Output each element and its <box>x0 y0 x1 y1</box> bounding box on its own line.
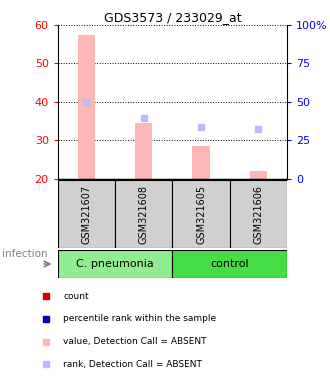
Bar <box>230 180 287 248</box>
Text: value, Detection Call = ABSENT: value, Detection Call = ABSENT <box>63 337 207 346</box>
Text: GSM321605: GSM321605 <box>196 185 206 243</box>
Bar <box>78 35 95 179</box>
Text: GSM321607: GSM321607 <box>82 185 91 243</box>
Bar <box>250 171 267 179</box>
Text: infection: infection <box>2 249 47 260</box>
Text: C. pneumonia: C. pneumonia <box>76 259 154 269</box>
Title: GDS3573 / 233029_at: GDS3573 / 233029_at <box>104 11 241 24</box>
Bar <box>173 180 230 248</box>
Text: percentile rank within the sample: percentile rank within the sample <box>63 314 216 323</box>
Text: control: control <box>211 259 249 269</box>
Bar <box>135 123 152 179</box>
Text: count: count <box>63 292 89 301</box>
Bar <box>192 146 210 179</box>
Text: rank, Detection Call = ABSENT: rank, Detection Call = ABSENT <box>63 360 202 369</box>
Bar <box>58 250 173 278</box>
Bar <box>173 250 287 278</box>
Bar <box>115 180 173 248</box>
Text: GSM321608: GSM321608 <box>139 185 149 243</box>
Text: GSM321606: GSM321606 <box>253 185 263 243</box>
Bar <box>58 180 115 248</box>
